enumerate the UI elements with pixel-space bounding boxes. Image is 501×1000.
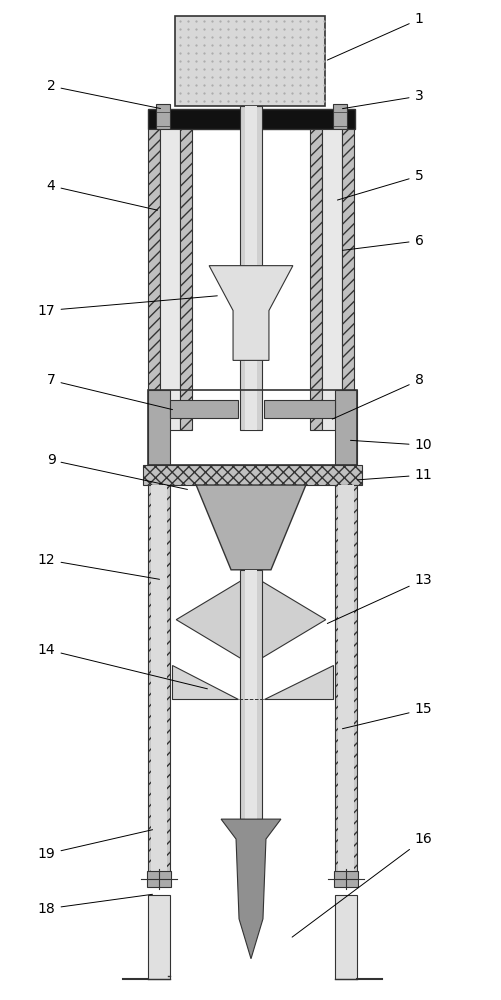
Bar	[334, 485, 356, 879]
Bar	[247, 617, 254, 623]
Bar	[147, 871, 171, 887]
Text: 9: 9	[47, 453, 187, 489]
Bar	[309, 129, 321, 430]
Bar	[170, 400, 237, 418]
Bar	[143, 465, 361, 485]
Bar	[148, 390, 356, 465]
Text: 15: 15	[342, 702, 431, 729]
Bar	[332, 104, 346, 134]
Bar	[148, 895, 170, 979]
Text: 3: 3	[342, 89, 422, 109]
Bar	[148, 129, 160, 430]
Bar	[160, 129, 180, 430]
Text: 18: 18	[38, 894, 152, 916]
Text: 14: 14	[38, 643, 207, 689]
Bar	[148, 109, 354, 129]
Text: 5: 5	[337, 169, 422, 200]
Text: 1: 1	[327, 12, 422, 60]
Bar	[321, 129, 341, 430]
Text: 7: 7	[47, 373, 172, 410]
Bar	[156, 104, 170, 134]
Text: 2: 2	[47, 79, 160, 109]
Bar	[175, 16, 324, 106]
Bar	[244, 106, 257, 430]
Text: 19: 19	[38, 830, 152, 861]
Polygon shape	[176, 575, 325, 665]
Bar	[239, 570, 262, 819]
Bar	[151, 485, 167, 879]
Polygon shape	[264, 665, 332, 699]
Text: 4: 4	[47, 179, 157, 210]
Text: 10: 10	[350, 438, 431, 452]
Bar	[341, 129, 353, 430]
Bar	[148, 390, 170, 465]
Polygon shape	[196, 485, 305, 570]
Bar	[239, 106, 262, 430]
Polygon shape	[209, 266, 292, 360]
Text: 8: 8	[332, 373, 422, 419]
Bar	[180, 129, 192, 430]
Bar	[247, 696, 254, 702]
Text: 6: 6	[342, 234, 422, 250]
Text: 13: 13	[327, 573, 431, 624]
Text: 17: 17	[38, 296, 217, 318]
Polygon shape	[220, 819, 281, 959]
Text: 16: 16	[292, 832, 431, 937]
Bar	[334, 895, 356, 979]
Bar	[333, 871, 357, 887]
Bar	[148, 485, 170, 879]
Text: 12: 12	[38, 553, 159, 579]
Text: 11: 11	[357, 468, 431, 482]
Bar	[244, 570, 257, 819]
Bar	[264, 400, 334, 418]
Bar	[337, 485, 353, 879]
Polygon shape	[172, 665, 237, 699]
Bar	[334, 390, 356, 465]
